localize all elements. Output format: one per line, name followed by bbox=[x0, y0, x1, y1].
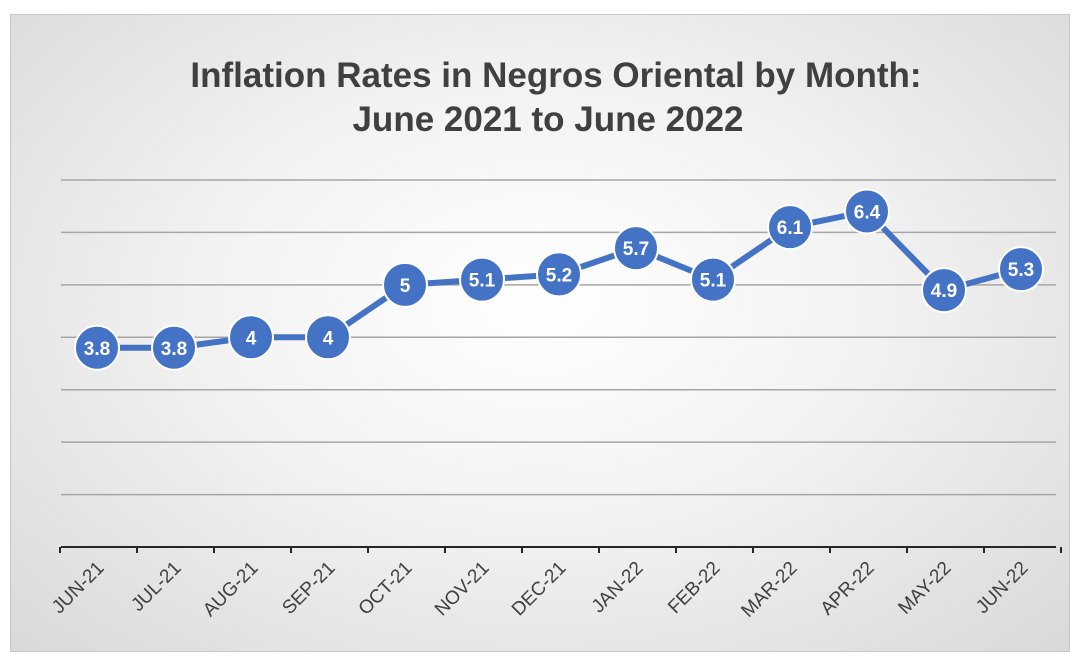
data-point bbox=[921, 267, 967, 314]
data-label: 5.1 bbox=[469, 271, 496, 292]
data-label: 5.3 bbox=[1008, 260, 1034, 281]
data-point bbox=[151, 324, 197, 371]
data-label: 6.1 bbox=[777, 218, 804, 239]
x-tick-label: SEP-21 bbox=[278, 558, 339, 619]
data-label: 4 bbox=[323, 328, 334, 349]
data-point bbox=[382, 261, 428, 308]
data-label: 5.7 bbox=[623, 239, 649, 260]
data-label: 3.8 bbox=[161, 339, 187, 360]
data-point bbox=[74, 324, 120, 371]
x-axis: JUN-21 JUL-21 AUG-21 SEP-21 OCT-21 NOV-21 DEC-… bbox=[48, 546, 1062, 622]
x-tick-label: JUN-21 bbox=[48, 558, 108, 618]
x-tick-label: JAN-22 bbox=[588, 558, 648, 618]
data-point bbox=[998, 246, 1044, 293]
data-point bbox=[459, 256, 505, 303]
data-label: 4.9 bbox=[931, 281, 957, 302]
series-markers: 3.8 3.8 4 4 5 5.1 5.2 5.7 5.1 6.1 6.4 4.9 5.3 bbox=[74, 188, 1044, 371]
data-label: 4 bbox=[246, 328, 257, 349]
gridlines bbox=[61, 179, 1056, 496]
x-tick-label: AUG-21 bbox=[199, 558, 262, 621]
line-chart: Inflation Rates in Negros Oriental by Mo… bbox=[48, 56, 1062, 622]
data-label: 3.8 bbox=[84, 339, 110, 360]
data-point bbox=[305, 314, 351, 361]
x-tick-label: OCT-21 bbox=[355, 558, 417, 620]
x-tick-label: DEC-21 bbox=[508, 558, 571, 621]
x-tick-label: MAR-22 bbox=[737, 558, 801, 622]
x-tick-label: APR-22 bbox=[817, 558, 879, 620]
data-label: 5.2 bbox=[546, 265, 572, 286]
data-label: 5.1 bbox=[700, 271, 727, 292]
data-point bbox=[228, 314, 274, 361]
x-tick-label: MAY-22 bbox=[894, 558, 955, 619]
x-tick-label: NOV-21 bbox=[431, 558, 494, 621]
data-point bbox=[767, 204, 813, 251]
data-point bbox=[690, 256, 736, 303]
chart-subtitle: June 2021 to June 2022 bbox=[352, 100, 743, 139]
chart-frame: Inflation Rates in Negros Oriental by Mo… bbox=[10, 14, 1070, 652]
chart-title: Inflation Rates in Negros Oriental by Mo… bbox=[190, 56, 921, 95]
data-label: 5 bbox=[400, 276, 411, 297]
x-tick-label: JUL-21 bbox=[127, 558, 185, 616]
data-point bbox=[536, 251, 582, 298]
data-point bbox=[613, 225, 659, 272]
data-label: 6.4 bbox=[854, 202, 881, 223]
x-tick-label: FEB-22 bbox=[664, 558, 724, 618]
x-tick-label: JUN-22 bbox=[972, 558, 1032, 618]
data-point bbox=[844, 188, 890, 235]
